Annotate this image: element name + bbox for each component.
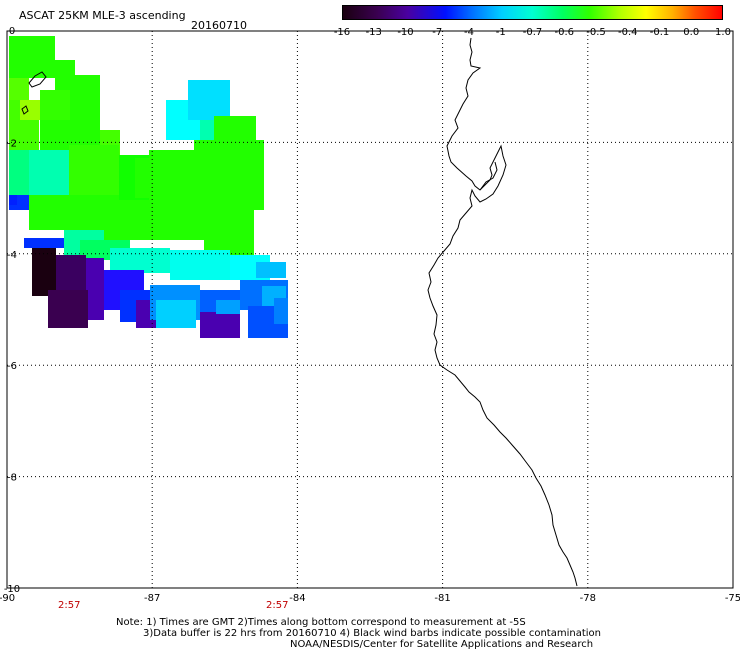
scale-tick-label: -0.5 — [586, 27, 606, 38]
data-cell — [9, 150, 29, 195]
y-axis-tick-label: -8 — [7, 473, 17, 484]
y-axis-tick-label: -6 — [7, 361, 17, 372]
scale-tick-label: -13 — [365, 27, 382, 38]
x-axis-tick-label: -84 — [289, 593, 305, 604]
data-cell — [20, 100, 40, 120]
map-frame — [6, 30, 734, 589]
note-line-2: 3)Data buffer is 22 hrs from 20160710 4)… — [143, 628, 601, 639]
data-cells — [9, 36, 288, 338]
scale-tick-label: -10 — [397, 27, 414, 38]
x-axis-labels: -90 -87 -84 -81 -78 -75 — [0, 593, 740, 604]
note-line-1: Note: 1) Times are GMT 2)Times along bot… — [116, 617, 526, 628]
graticule — [7, 31, 733, 588]
y-axis-tick-label: 0 — [9, 26, 15, 37]
x-axis-tick-label: -75 — [725, 593, 740, 604]
y-axis-tick-label: -4 — [7, 250, 17, 261]
y-axis-tick-label: -2 — [7, 138, 17, 149]
data-cell — [216, 300, 240, 314]
data-cell — [9, 100, 20, 120]
product-date: 20160710 — [191, 19, 247, 32]
data-cell — [29, 195, 69, 230]
x-axis-tick-label: -87 — [144, 593, 160, 604]
data-cell — [32, 248, 56, 296]
time-label-1: 2:57 — [58, 600, 80, 611]
data-cell — [156, 300, 196, 328]
data-cell — [200, 312, 240, 338]
data-cell — [170, 250, 230, 280]
island-outline — [28, 71, 47, 88]
data-cell — [214, 116, 256, 144]
data-cell — [9, 195, 17, 205]
data-cell — [40, 90, 70, 120]
data-cell — [110, 248, 170, 273]
scale-tick-label: 0.0 — [683, 27, 700, 38]
data-cell — [86, 258, 104, 320]
scale-tick-label: -0.1 — [649, 27, 670, 38]
product-title: ASCAT 25KM MLE-3 ascending — [19, 9, 186, 22]
y-axis-labels: 0 -2 -4 -6 -8 -10 — [4, 26, 20, 595]
note-line-3: NOAA/NESDIS/Center for Satellite Applica… — [290, 639, 594, 650]
data-cell — [256, 262, 286, 278]
coastline — [427, 37, 578, 587]
data-cell — [204, 210, 254, 255]
data-cell — [29, 150, 69, 195]
island-outline — [21, 105, 29, 115]
x-axis-tick-label: -90 — [0, 593, 15, 604]
color-scale-bar — [342, 5, 723, 20]
data-cell — [9, 36, 55, 78]
x-axis-tick-label: -81 — [434, 593, 450, 604]
scale-tick-label: -16 — [333, 27, 351, 38]
data-cell — [188, 80, 230, 120]
time-label-2: 2:57 — [266, 600, 288, 611]
data-cell — [194, 140, 264, 210]
scale-tick-label: -0.7 — [522, 27, 543, 38]
gulf-inlet — [479, 161, 498, 191]
data-cell — [9, 120, 39, 150]
scale-tick-label: -0.4 — [617, 27, 638, 38]
data-cell — [48, 290, 88, 328]
scale-tick-label: -7 — [432, 27, 443, 38]
data-cell — [274, 298, 288, 324]
footnotes: Note: 1) Times are GMT 2)Times along bot… — [116, 617, 601, 650]
scale-tick-label: -4 — [464, 27, 474, 38]
data-cell — [69, 145, 119, 195]
scale-tick-label: -1 — [495, 27, 506, 38]
data-cell — [24, 238, 64, 248]
scale-tick-label: 1.0 — [715, 27, 731, 38]
y-axis-tick-label: -10 — [4, 584, 20, 595]
data-cell — [9, 78, 29, 100]
x-axis-tick-label: -78 — [580, 593, 596, 604]
scale-tick-label: -0.6 — [554, 27, 575, 38]
